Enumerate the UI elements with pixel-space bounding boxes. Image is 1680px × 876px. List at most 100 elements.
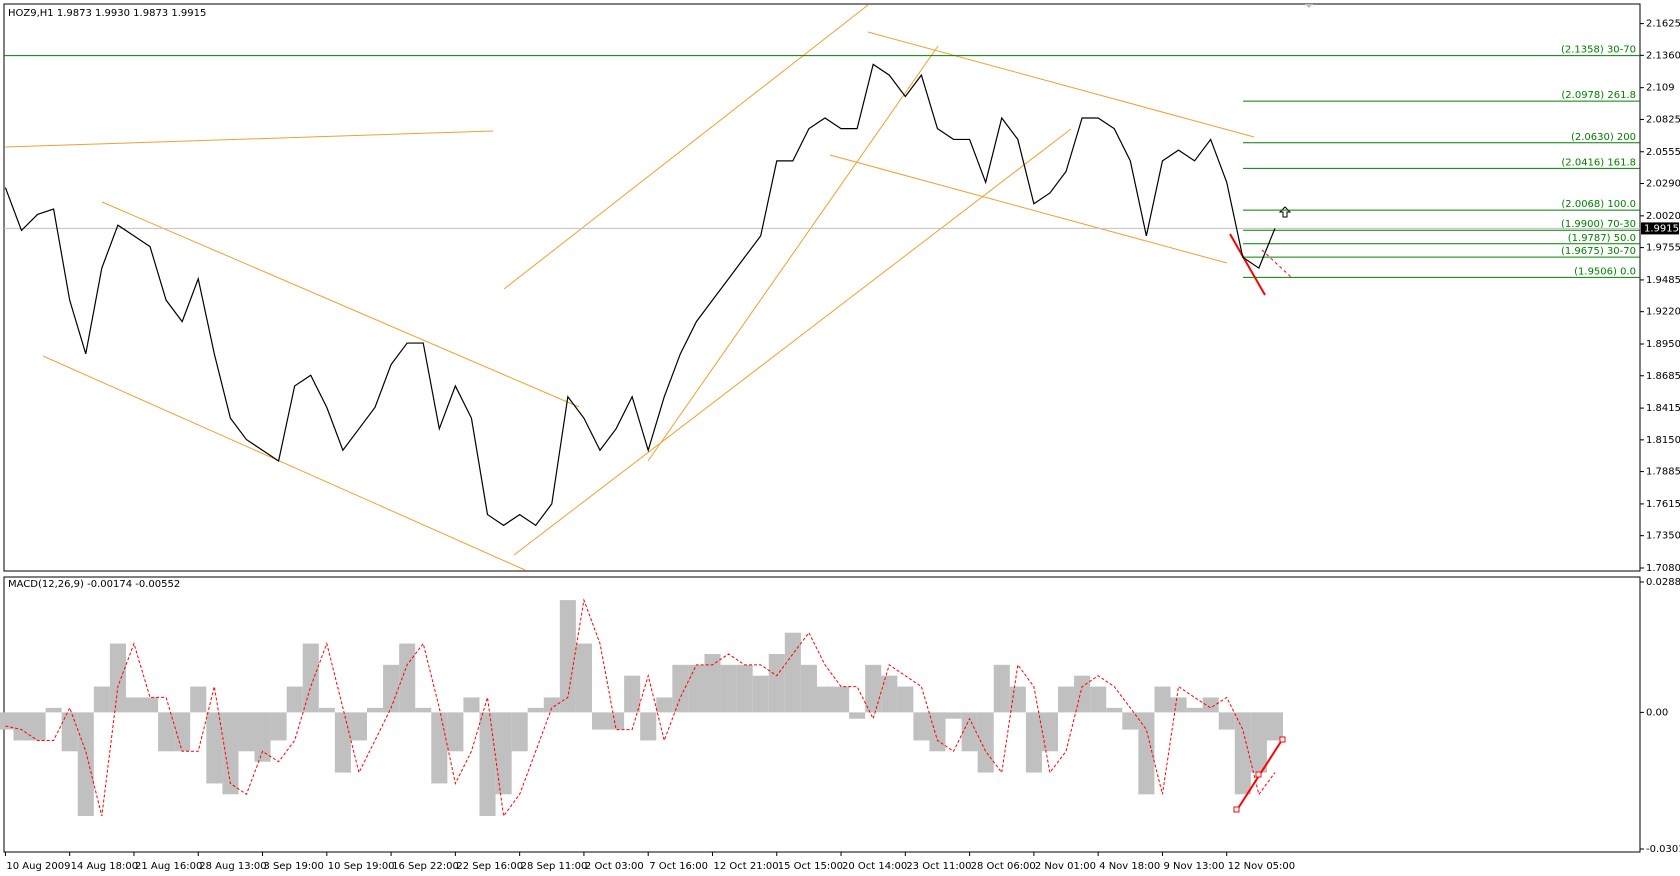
macd-bar (1090, 686, 1107, 713)
y-tick-label: 0.0288 (1646, 577, 1680, 588)
y-tick-label: -0.03018 (1646, 844, 1680, 855)
macd-bar (993, 664, 1010, 713)
trend-line (42, 355, 526, 571)
macd-bar (929, 712, 946, 752)
macd-bar (318, 707, 335, 713)
fib-label: (2.0630) 200 (1571, 132, 1636, 143)
y-tick-label: 1.8150 (1646, 435, 1680, 446)
x-tick-label: 7 Oct 16:00 (649, 861, 708, 872)
macd-bar (897, 686, 914, 713)
y-tick-label: 0.00 (1646, 707, 1668, 718)
macd-bar (1234, 712, 1251, 795)
macd-bar (608, 712, 625, 730)
macd-bar (688, 664, 705, 713)
macd-bar (190, 686, 207, 713)
macd-bar (399, 643, 416, 713)
y-tick-label: 1.7885 (1646, 467, 1680, 478)
macd-bar (640, 712, 657, 741)
macd-bar (109, 643, 126, 713)
x-tick-label: 12 Nov 05:00 (1228, 861, 1295, 872)
macd-bar (125, 697, 143, 713)
y-tick-label: 1.9220 (1646, 307, 1680, 318)
y-tick-label: 2.1360 (1646, 50, 1680, 61)
x-tick-label: 22 Sep 16:00 (456, 861, 523, 872)
macd-bar (736, 664, 753, 713)
macd-bar (881, 675, 898, 713)
price-header: HOZ9,H1 1.9873 1.9930 1.9873 1.9915 (8, 8, 206, 19)
macd-bar (1218, 712, 1235, 730)
x-tick-label: 12 Oct 21:00 (713, 861, 778, 872)
macd-bar (1009, 686, 1026, 713)
macd-bar (206, 712, 223, 784)
macd-bar (559, 600, 576, 713)
fib-label: (2.0416) 161.8 (1561, 157, 1636, 168)
macd-bar (1154, 686, 1171, 713)
trend-line (101, 201, 580, 408)
fib-label: (2.1358) 30-70 (1561, 45, 1636, 56)
x-tick-label: 2 Oct 03:00 (585, 861, 644, 872)
macd-bar (945, 712, 962, 719)
macd-bar (447, 712, 464, 752)
macd-bar (45, 707, 62, 713)
red-dashed-line (1261, 249, 1293, 279)
handle (1233, 806, 1240, 813)
fib-label: (1.9506) 0.0 (1574, 266, 1636, 277)
macd-bar (1250, 712, 1267, 773)
macd-bar (849, 712, 866, 719)
y-tick-label: 1.9485 (1646, 275, 1680, 286)
last-price-box (1641, 222, 1679, 235)
x-tick-label: 3 Sep 19:00 (264, 861, 324, 872)
macd-bar (1025, 712, 1042, 773)
macd-bar (543, 697, 560, 713)
y-tick-label: 1.8950 (1646, 339, 1680, 350)
fib-label: (2.0068) 100.0 (1561, 199, 1636, 210)
macd-bar (833, 686, 850, 713)
x-tick-label: 23 Oct 11:00 (906, 861, 971, 872)
y-tick-label: 1.9755 (1646, 243, 1680, 254)
macd-bar (270, 712, 287, 741)
plot-layer: 2.1625 2.1360 2.109 2.0825 2.0555 2.0290 2.002… (0, 19, 1680, 872)
handle (1255, 771, 1262, 778)
x-tick-label: 9 Nov 13:00 (1163, 861, 1224, 872)
macd-bar (142, 697, 159, 713)
handle (1279, 736, 1286, 743)
macd-bar (672, 664, 689, 713)
macd-bar (431, 712, 448, 784)
macd-bar (1058, 686, 1075, 713)
macd-bar (158, 712, 175, 752)
trend-lines (4, 4, 1313, 571)
macd-bar (495, 712, 512, 795)
signal-line (5, 598, 1276, 818)
price-panel (3, 3, 1641, 572)
arrow-icon (1278, 206, 1292, 218)
macd-bar (752, 675, 769, 713)
macd-bar (720, 664, 737, 713)
trend-line (829, 154, 1228, 264)
x-tick-label: 21 Aug 16:00 (135, 861, 202, 872)
macd-bar (1170, 697, 1187, 713)
macd-bar (93, 686, 110, 713)
macd-bar (302, 643, 319, 713)
macd-bar (784, 632, 801, 713)
trend-line (503, 4, 869, 290)
y-tick-label: 1.7615 (1646, 499, 1680, 510)
x-tick-label: 10 Aug 2009 (6, 861, 70, 872)
macd-header: MACD(12,26,9) -0.00174 -0.00552 (8, 579, 180, 590)
macd-bar (800, 664, 817, 713)
macd-bar (13, 712, 30, 741)
macd-bar (334, 712, 351, 773)
fib-label: (1.9675) 30-70 (1561, 246, 1636, 257)
fib-label: (2.0978) 261.8 (1561, 90, 1636, 101)
shift-marker (1305, 4, 1313, 8)
red-trend-line (1229, 233, 1266, 296)
y-tick-label: 2.0020 (1646, 211, 1680, 222)
y-tick-label: 2.0290 (1646, 179, 1680, 190)
macd-bar (913, 712, 930, 741)
macd-bar (174, 712, 191, 752)
macd-bar (1041, 712, 1059, 752)
macd-bar (591, 712, 609, 730)
x-tick-label: 28 Oct 06:00 (971, 861, 1036, 872)
macd-bar (1202, 697, 1219, 713)
x-tick-label: 28 Aug 13:00 (199, 861, 266, 872)
